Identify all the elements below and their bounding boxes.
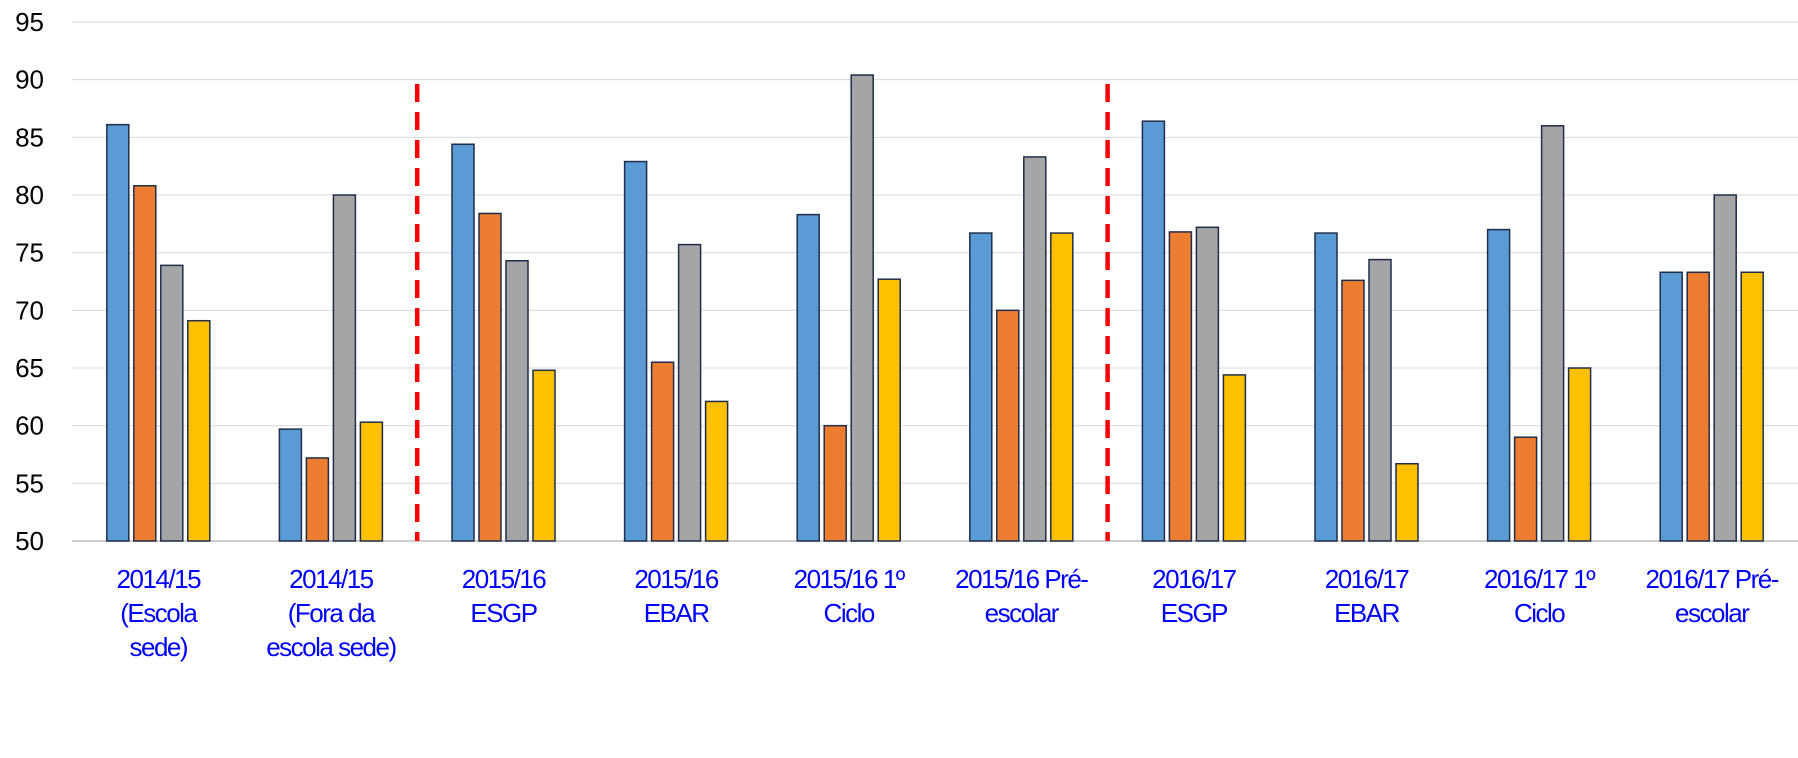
bar: [1141, 120, 1166, 542]
x-tick-label-line: EBAR: [1334, 598, 1400, 628]
x-tick-label-line: escola sede): [266, 632, 396, 662]
bar: [1540, 125, 1565, 542]
y-tick-label: 65: [15, 353, 44, 383]
bar: [305, 457, 330, 542]
x-tick-label-line: EBAR: [644, 598, 710, 628]
y-tick-label: 60: [15, 411, 44, 441]
x-axis-ticks: 2014/15 (Escola sede) 2014/15 (Fora da escola…: [117, 564, 1781, 662]
x-tick-label-line: Ciclo: [824, 598, 875, 628]
bar: [505, 259, 529, 542]
y-tick-label: 70: [15, 295, 44, 325]
bar: [359, 421, 384, 542]
x-tick-label-line: 2016/17: [1152, 564, 1237, 594]
x-tick-label: 2016/17 EBAR: [1325, 564, 1410, 628]
x-tick-label-line: 2014/15: [289, 564, 374, 594]
bar: [877, 278, 901, 542]
x-tick-label-line: (Escola: [120, 598, 198, 628]
bar: [1050, 232, 1074, 542]
bar: [133, 185, 157, 542]
bar: [796, 213, 820, 542]
y-tick-label: 85: [15, 122, 44, 152]
x-tick-label-line: 2016/17: [1325, 564, 1410, 594]
x-tick-label-line: Ciclo: [1514, 598, 1565, 628]
bar: [1567, 367, 1592, 542]
bar: [532, 369, 556, 542]
y-tick-label: 75: [15, 238, 44, 268]
bar: [1686, 271, 1710, 542]
bar: [1486, 228, 1511, 542]
x-tick-label: 2014/15 (Fora da escola sede): [266, 564, 396, 662]
bar: [1395, 462, 1419, 542]
bar: [451, 143, 475, 542]
x-tick-label-line: 2016/17 Pré-: [1646, 564, 1779, 594]
y-tick-label: 80: [15, 180, 44, 210]
x-tick-label-line: (Fora da: [288, 598, 376, 628]
bar: [1222, 374, 1247, 542]
bar: [677, 243, 702, 542]
x-tick-label-line: sede): [130, 632, 188, 662]
y-tick-label: 55: [15, 468, 44, 498]
x-tick-label-line: escolar: [985, 598, 1060, 628]
gridlines: [72, 21, 1798, 542]
period-separators: [414, 84, 1110, 541]
bar: [160, 264, 184, 542]
x-tick-label-line: escolar: [1675, 598, 1750, 628]
bar: [1659, 271, 1683, 542]
x-tick-label: 2016/17 1º Ciclo: [1484, 564, 1596, 628]
bar: [1314, 232, 1338, 542]
x-tick-label-line: 2015/16: [462, 564, 547, 594]
x-tick-label: 2015/16 EBAR: [634, 564, 719, 628]
bar: [1168, 231, 1193, 542]
x-tick-label-line: ESGP: [1161, 598, 1227, 628]
x-tick-label-line: 2016/17 1º: [1484, 564, 1596, 594]
bar: [478, 212, 502, 542]
y-tick-label: 90: [15, 65, 44, 95]
bar: [106, 123, 130, 542]
x-tick-label-line: 2015/16: [634, 564, 719, 594]
x-tick-label-line: 2015/16 Pré-: [955, 564, 1088, 594]
x-tick-label: 2015/16 ESGP: [462, 564, 547, 628]
y-axis-ticks: 50 55 60 65 70 75 80 85 90 95: [15, 7, 44, 556]
x-tick-label: 2015/16 Pré-escolar: [955, 564, 1088, 628]
bar: [1341, 279, 1365, 542]
bar: [1195, 226, 1220, 542]
bar: [1740, 271, 1764, 542]
bar: [332, 194, 357, 542]
bar: [996, 309, 1020, 542]
bar: [1713, 194, 1737, 542]
x-tick-label-line: 2015/16 1º: [794, 564, 906, 594]
bar: [1368, 258, 1392, 542]
bar: [623, 160, 648, 542]
bar: [823, 424, 847, 542]
bar: [704, 400, 729, 542]
x-tick-label: 2015/16 1º Ciclo: [794, 564, 906, 628]
bars: [106, 74, 1764, 542]
bar: [650, 361, 675, 542]
bar: [278, 428, 303, 542]
bar: [187, 319, 211, 542]
bar: [1023, 156, 1047, 542]
x-tick-label-line: 2014/15: [117, 564, 202, 594]
x-tick-label: 2016/17 ESGP: [1152, 564, 1237, 628]
x-tick-label-line: ESGP: [470, 598, 536, 628]
y-tick-label: 95: [15, 7, 44, 37]
bar: [1513, 436, 1538, 542]
bar: [850, 74, 874, 542]
bar: [969, 232, 993, 542]
y-tick-label: 50: [15, 526, 44, 556]
x-tick-label: 2016/17 Pré-escolar: [1646, 564, 1779, 628]
x-tick-label: 2014/15 (Escola sede): [117, 564, 202, 662]
